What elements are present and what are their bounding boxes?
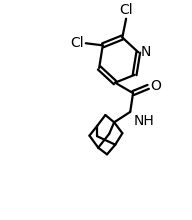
Text: NH: NH [134, 114, 155, 128]
Text: Cl: Cl [119, 3, 132, 17]
Text: O: O [151, 79, 161, 94]
Text: N: N [141, 45, 151, 59]
Text: Cl: Cl [71, 36, 84, 50]
